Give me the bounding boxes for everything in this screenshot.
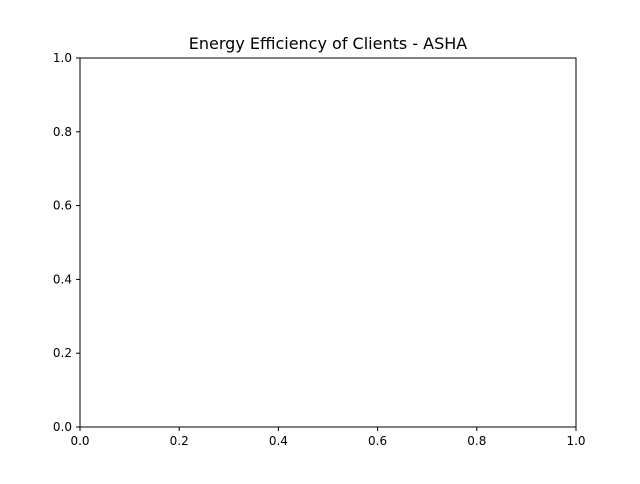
y-tick-label: 0.6: [53, 199, 72, 213]
x-tick-label: 1.0: [566, 434, 585, 448]
x-axis: 0.0 0.2 0.4 0.6 0.8 1.0: [70, 427, 586, 448]
axes-frame: [79, 57, 577, 428]
y-tick-label: 0.4: [53, 272, 72, 286]
x-tick-label: 0.4: [269, 434, 288, 448]
x-tick-label: 0.6: [368, 434, 387, 448]
x-tick-label: 0.2: [170, 434, 189, 448]
y-axis: 0.0 0.2 0.4 0.6 0.8 1.0: [53, 51, 80, 434]
y-tick-label: 0.8: [53, 125, 72, 139]
plot-area: [79, 57, 577, 428]
x-tick-label: 0.0: [70, 434, 89, 448]
chart-title: Energy Efficiency of Clients - ASHA: [189, 34, 468, 53]
x-tick-label: 0.8: [467, 434, 486, 448]
y-tick-label: 0.0: [53, 420, 72, 434]
y-tick-label: 0.2: [53, 346, 72, 360]
y-tick-label: 1.0: [53, 51, 72, 65]
